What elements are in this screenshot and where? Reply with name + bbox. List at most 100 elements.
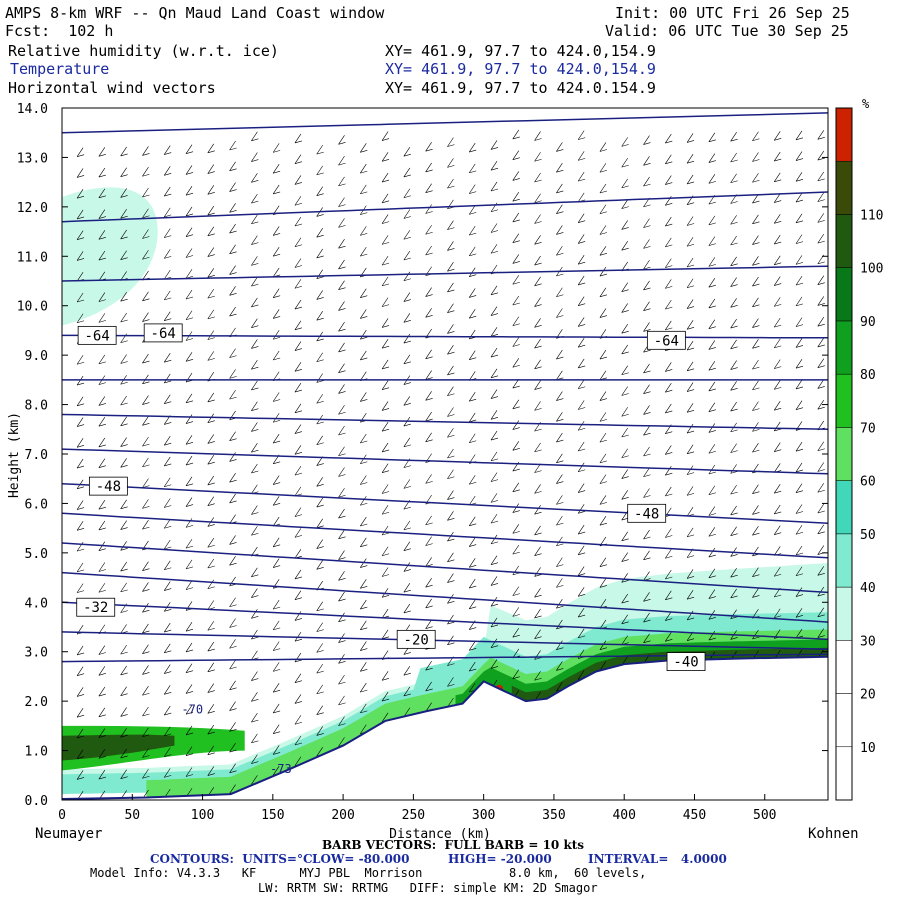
wind-barb xyxy=(621,324,629,334)
wind-barb xyxy=(534,131,542,141)
wind-barb xyxy=(556,142,564,152)
wind-barb xyxy=(773,151,782,162)
wind-barb xyxy=(643,612,651,623)
wind-barb xyxy=(338,488,346,498)
wind-barb xyxy=(556,308,564,318)
wind-barb xyxy=(665,133,673,144)
wind-barb xyxy=(381,152,390,162)
wind-barb xyxy=(621,427,629,438)
wind-barb xyxy=(490,161,499,171)
contour-inline-label: -70 xyxy=(181,703,203,717)
y-tick-label: 6.0 xyxy=(25,497,48,512)
wind-barb xyxy=(817,358,825,368)
wind-barb xyxy=(795,296,804,307)
wind-barb xyxy=(447,303,455,313)
wind-barb xyxy=(294,569,303,580)
wind-barb xyxy=(272,682,281,693)
wind-barb xyxy=(730,298,738,308)
wind-barb xyxy=(207,288,215,299)
wind-barb xyxy=(512,129,520,140)
wind-barb xyxy=(272,703,281,714)
wind-barb xyxy=(556,246,564,256)
wind-barb xyxy=(76,355,85,365)
wind-barb xyxy=(665,590,673,601)
wind-barb xyxy=(490,368,499,379)
wind-barb xyxy=(599,412,608,422)
wind-barb xyxy=(316,186,324,196)
wind-barb xyxy=(316,165,324,176)
wind-barb xyxy=(708,215,716,226)
wind-barb xyxy=(512,503,520,513)
wind-barb xyxy=(708,174,716,184)
wind-barb xyxy=(817,150,825,161)
wind-barb xyxy=(142,665,150,675)
colorbar-label: 10 xyxy=(860,741,876,756)
wind-barb xyxy=(272,516,281,527)
temperature-contour xyxy=(62,265,828,282)
wind-barb xyxy=(381,463,390,474)
wind-barb xyxy=(185,248,194,258)
wind-barb xyxy=(207,205,215,216)
wind-barb xyxy=(643,280,651,291)
colorbar-segment xyxy=(835,427,853,481)
wind-barb xyxy=(817,379,825,389)
wind-barb xyxy=(251,131,259,142)
wind-barb xyxy=(185,206,194,217)
wind-barb xyxy=(207,766,215,776)
wind-barb xyxy=(403,292,411,302)
wind-barb xyxy=(752,422,760,432)
wind-barb xyxy=(142,727,150,738)
wind-barb xyxy=(665,258,673,268)
wind-barb xyxy=(120,312,128,323)
wind-barb xyxy=(577,400,586,410)
wind-barb xyxy=(512,316,520,327)
wind-barb xyxy=(163,353,172,363)
wind-barb xyxy=(120,520,128,530)
wind-barb xyxy=(752,546,760,557)
wind-barb xyxy=(229,161,237,172)
wind-barb xyxy=(163,643,172,654)
wind-barb xyxy=(360,330,368,340)
contour-label-box xyxy=(666,652,706,671)
wind-barb xyxy=(643,633,651,644)
chart-title: AMPS 8-km WRF -- Qn Maud Land Coast wind… xyxy=(5,4,385,22)
wind-barb xyxy=(142,623,150,634)
wind-barb xyxy=(229,742,237,753)
wind-barb xyxy=(447,345,455,355)
wind-barb xyxy=(577,421,586,431)
wind-barb xyxy=(163,705,172,716)
wind-barb xyxy=(425,474,433,484)
wind-barb xyxy=(142,416,150,426)
wind-barb xyxy=(272,641,281,651)
contour-label-box xyxy=(143,323,183,343)
wind-barb xyxy=(294,694,303,704)
wind-barb xyxy=(708,589,716,599)
wind-barb xyxy=(142,748,150,758)
wind-barb xyxy=(708,277,716,288)
wind-barb xyxy=(468,329,477,340)
colorbar-label: 70 xyxy=(860,421,876,436)
temperature-contour-layer xyxy=(62,112,828,663)
contour-label: -20 xyxy=(404,632,429,648)
colorbar-label: 80 xyxy=(860,368,876,383)
wind-barb xyxy=(316,477,324,487)
wind-barb xyxy=(665,632,673,642)
wind-barb xyxy=(381,359,390,370)
wind-barb xyxy=(468,288,477,298)
y-tick-label: 13.0 xyxy=(17,151,48,166)
wind-barb xyxy=(163,311,172,321)
wind-barb xyxy=(381,567,390,577)
field-name-rh: Relative humidity (w.r.t. ice) xyxy=(8,42,279,60)
wind-barb xyxy=(120,769,128,779)
wind-barb xyxy=(621,407,629,417)
wind-barb xyxy=(621,137,629,147)
wind-barb xyxy=(185,705,194,715)
wind-barb xyxy=(686,569,695,579)
wind-barb xyxy=(773,525,782,536)
wind-barb xyxy=(447,490,455,500)
wind-barb xyxy=(425,245,433,256)
temperature-contour xyxy=(62,448,828,475)
wind-barb xyxy=(163,249,172,259)
wind-barb xyxy=(272,163,281,174)
wind-barb xyxy=(490,223,499,233)
